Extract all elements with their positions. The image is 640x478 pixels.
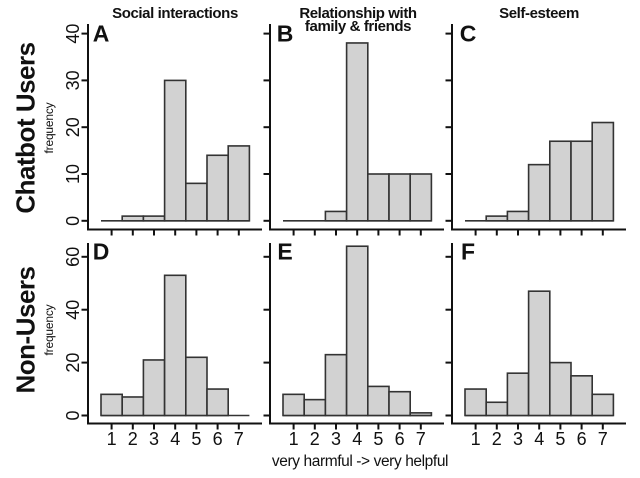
- y-tick-label-D-60: 60: [63, 247, 83, 267]
- x-tick-label-F-7: 7: [598, 429, 608, 449]
- x-tick-label-E-5: 5: [373, 429, 383, 449]
- histogram-bar-B-3: [324, 210, 348, 222]
- y-axis-title-row1: frequency: [42, 102, 56, 154]
- x-tick-label-F-6: 6: [577, 429, 587, 449]
- histogram-bar-E-3: [324, 353, 348, 417]
- histogram-bar-E-4: [345, 245, 369, 417]
- panel-letter-d: D: [92, 238, 110, 265]
- panel-letter-f: F: [460, 238, 476, 265]
- column-title-relationship: Relationship with family & friends: [299, 5, 417, 35]
- x-tick-label-D-3: 3: [149, 429, 159, 449]
- x-tick-label-D-5: 5: [191, 429, 201, 449]
- x-tick-label-F-2: 2: [492, 429, 502, 449]
- histogram-bar-E-1: [282, 393, 306, 417]
- column-title-social-interactions: Social interactions: [112, 5, 238, 22]
- histogram-bar-C-6: [570, 140, 594, 222]
- histogram-bar-D-6: [206, 388, 230, 417]
- y-tick-label-A-10: 10: [63, 164, 83, 184]
- histogram-bar-D-1: [100, 393, 124, 417]
- histogram-bar-E-5: [366, 385, 390, 417]
- x-tick-label-D-4: 4: [170, 429, 180, 449]
- x-tick-label-F-1: 1: [471, 429, 481, 449]
- histogram-bar-B-5: [366, 173, 390, 222]
- histogram-bar-A-5: [185, 182, 208, 222]
- histogram-bar-F-5: [548, 361, 572, 417]
- x-tick-label-F-3: 3: [513, 429, 523, 449]
- histogram-bar-A-6: [206, 154, 230, 222]
- histogram-bar-B-6: [388, 173, 412, 222]
- x-tick-label-E-7: 7: [416, 429, 426, 449]
- histogram-bar-C-3: [506, 210, 530, 222]
- histogram-bar-A-3: [142, 215, 166, 222]
- histogram-bar-D-5: [185, 356, 208, 417]
- x-tick-label-E-1: 1: [289, 429, 299, 449]
- histogram-bar-E-2: [303, 398, 327, 417]
- y-tick-label-D-40: 40: [63, 300, 83, 320]
- y-tick-label-A-30: 30: [63, 70, 83, 90]
- histogram-bar-E-6: [388, 390, 412, 417]
- x-tick-label-D-2: 2: [128, 429, 138, 449]
- histogram-bar-F-4: [527, 290, 551, 417]
- histogram-bar-C-2: [485, 215, 509, 222]
- column-title-self-esteem: Self-esteem: [499, 5, 579, 22]
- row-label-non-users: Non-Users: [10, 266, 41, 394]
- histogram-bar-F-6: [570, 375, 594, 417]
- y-tick-label-D-20: 20: [63, 353, 83, 373]
- panel-letter-a: A: [92, 20, 110, 47]
- histogram-bar-E-7: [409, 412, 433, 417]
- x-tick-label-F-5: 5: [555, 429, 565, 449]
- x-tick-label-E-4: 4: [352, 429, 362, 449]
- y-tick-label-A-20: 20: [63, 117, 83, 137]
- x-tick-label-D-7: 7: [234, 429, 244, 449]
- histogram-bar-B-4: [345, 42, 369, 222]
- histogram-bar-A-4: [163, 79, 187, 222]
- histogram-bar-F-7: [591, 393, 615, 417]
- histogram-bar-B-7: [409, 173, 433, 222]
- y-tick-label-A-40: 40: [63, 24, 83, 44]
- y-tick-label-D-0: 0: [63, 410, 83, 420]
- row-label-chatbot-users: Chatbot Users: [10, 42, 41, 214]
- histogram-bar-D-3: [142, 359, 166, 417]
- x-tick-label-D-6: 6: [213, 429, 223, 449]
- x-tick-label-D-1: 1: [107, 429, 117, 449]
- histogram-bar-F-2: [485, 401, 509, 417]
- x-tick-label-E-6: 6: [395, 429, 405, 449]
- histogram-bar-C-7: [591, 121, 615, 222]
- histogram-bar-F-3: [506, 372, 530, 417]
- histogram-bar-A-7: [227, 145, 251, 222]
- histogram-bar-C-5: [548, 140, 572, 222]
- histogram-bar-C-4: [527, 163, 551, 222]
- x-axis-label: very harmful -> very helpful: [271, 453, 449, 470]
- panel-letter-c: C: [459, 20, 477, 47]
- y-axis-title-row2: frequency: [42, 304, 56, 356]
- y-tick-label-A-0: 0: [63, 216, 83, 226]
- histogram-bar-A-2: [121, 215, 145, 222]
- panel-letter-e: E: [277, 238, 293, 265]
- histogram-bar-F-1: [464, 388, 488, 417]
- x-tick-label-F-4: 4: [534, 429, 544, 449]
- histogram-bar-D-2: [121, 396, 145, 417]
- panel-letter-b: B: [276, 20, 294, 47]
- x-tick-label-E-3: 3: [331, 429, 341, 449]
- histogram-bar-D-4: [163, 274, 187, 417]
- x-tick-label-E-2: 2: [310, 429, 320, 449]
